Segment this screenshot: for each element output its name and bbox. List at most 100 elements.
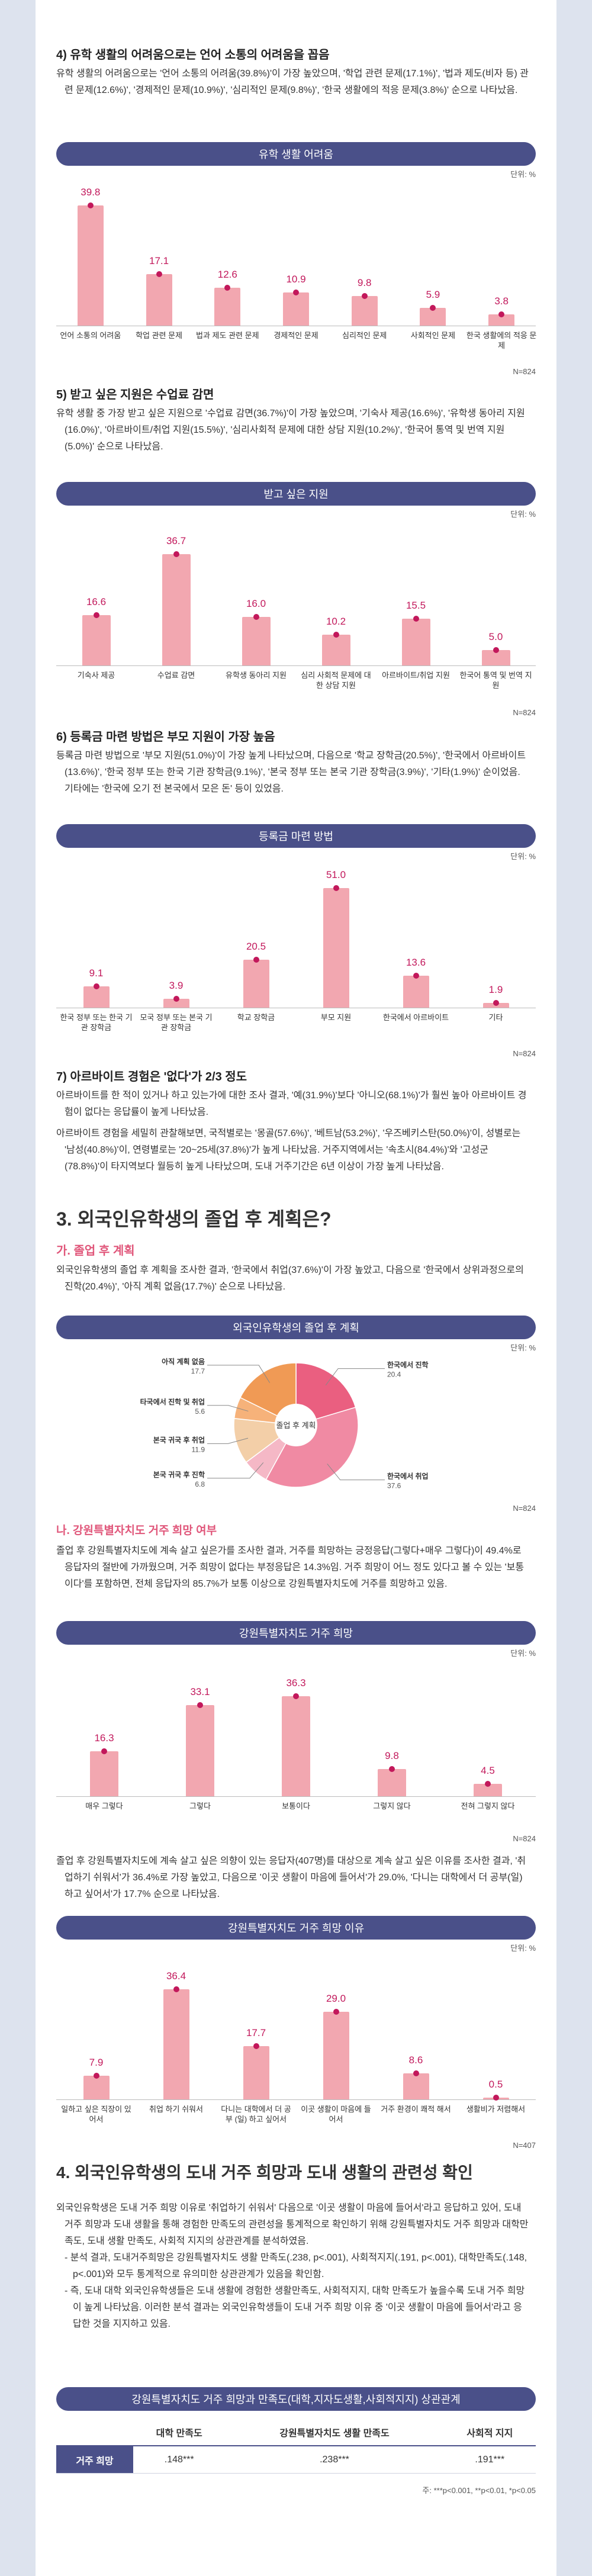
chart-value-label: 36.7 bbox=[166, 535, 186, 547]
pie-category-label: 한국에서 진학 bbox=[387, 1361, 429, 1369]
pie-value-label: 5.6 bbox=[195, 1407, 205, 1416]
chart-point bbox=[224, 284, 231, 291]
chart-value-label: 0.5 bbox=[488, 2079, 503, 2091]
unit-label: 단위: % bbox=[510, 1649, 536, 1658]
chart-value-label: 16.0 bbox=[246, 598, 266, 610]
pie-leader-line bbox=[207, 1405, 249, 1412]
chart-title-difficulties: 유학 생활 어려움 bbox=[56, 142, 536, 166]
chart-bar bbox=[242, 617, 271, 665]
chart-point bbox=[413, 615, 419, 622]
chart-value-label: 17.7 bbox=[246, 2027, 266, 2038]
chart-bar bbox=[243, 2046, 269, 2099]
chart-bar bbox=[162, 554, 191, 665]
chart-point bbox=[197, 1702, 203, 1708]
chart-point bbox=[93, 612, 99, 619]
chart-category-label: 일하고 싶은 직장이 있어서 bbox=[61, 2105, 131, 2124]
para-correlation: 외국인유학생은 도내 거주 희망 이유로 '취업하기 쉬워서' 다음으로 '이곳… bbox=[56, 2200, 530, 2333]
unit-label: 단위: % bbox=[510, 170, 536, 179]
bullet: 졸업 후 강원특별자치도에 계속 살고 싶은 의향이 있는 응답자(407명)를… bbox=[56, 1856, 526, 1899]
pie-category-label: 한국에서 취업 bbox=[387, 1472, 429, 1481]
n-label: N=824 bbox=[513, 1504, 536, 1513]
chart-bar bbox=[186, 1705, 214, 1796]
chart-bar bbox=[401, 618, 430, 665]
n-label: N=824 bbox=[513, 367, 536, 376]
chart-bar bbox=[321, 634, 350, 665]
chart-bar bbox=[214, 287, 241, 326]
chart-value-label: 29.0 bbox=[326, 1992, 346, 2004]
chart-value-label: 12.6 bbox=[217, 268, 237, 280]
chart-point bbox=[485, 1781, 491, 1787]
report-page: 4) 유학 생활의 어려움으로는 언어 소통의 어려움을 꼽음 유학 생활의 어… bbox=[36, 0, 556, 2576]
chart-category-label: 학업 관련 문제 bbox=[136, 331, 183, 340]
unit-label: 단위: % bbox=[510, 510, 536, 519]
pie-center-label: 졸업 후 계획 bbox=[276, 1421, 316, 1430]
chart-point bbox=[253, 614, 259, 620]
chart-point bbox=[361, 292, 368, 299]
chart-category-label: 기타 bbox=[488, 1013, 503, 1022]
heading-tuition: 6) 등록금 마련 방법은 부모 지원이 가장 높음 bbox=[56, 731, 275, 744]
chart-bar bbox=[323, 887, 349, 1008]
chart-value-label: 5.0 bbox=[488, 631, 503, 643]
chart-residence: 16.3 매우 그렇다 33.1 그렇다 36.3 보통이다 9.8 그렇지 않다 4.5 전혀 … bbox=[56, 1657, 536, 1828]
chart-category-label: 경제적인 문제 bbox=[274, 331, 318, 340]
subheading-residence: 나. 강원특별자치도 거주 희망 여부 bbox=[56, 1525, 217, 1537]
chart-value-label: 33.1 bbox=[190, 1686, 210, 1697]
pie-category-label: 아직 계획 없음 bbox=[162, 1357, 205, 1366]
chart-point bbox=[333, 2008, 339, 2015]
chart-baseline bbox=[56, 665, 536, 666]
chart-point bbox=[333, 631, 339, 638]
chart-point bbox=[389, 1766, 395, 1773]
chart-bar bbox=[77, 205, 104, 326]
chart-category-label: 한국 생활에의 적응 문제 bbox=[466, 331, 537, 350]
chart-title-tuition: 등록금 마련 방법 bbox=[56, 824, 536, 848]
chart-value-label: 13.6 bbox=[406, 957, 426, 969]
chart-category-label: 보통이다 bbox=[282, 1802, 310, 1810]
chart-baseline bbox=[56, 2099, 536, 2100]
chart-value-label: 36.4 bbox=[166, 1970, 186, 1982]
chart-category-label: 매우 그렇다 bbox=[85, 1802, 123, 1810]
chart-value-label: 9.8 bbox=[357, 276, 372, 288]
chart-category-label: 다니는 대학에서 더 공부 (일) 하고 싶어서 bbox=[221, 2105, 291, 2124]
n-label: N=407 bbox=[513, 2141, 536, 2150]
n-label: N=824 bbox=[513, 1834, 536, 1843]
table-header-row: 대학 만족도 강원특별자치도 생활 만족도 사회적 지지 bbox=[56, 2419, 536, 2446]
chart-point bbox=[430, 304, 436, 311]
para-tuition: 등록금 마련 방법으로 '부모 지원(51.0%)'이 가장 높게 나타났으며,… bbox=[56, 748, 530, 797]
chart-category-label: 심리적인 문제 bbox=[342, 331, 387, 340]
chart-category-label: 기숙사 제공 bbox=[77, 671, 115, 680]
table-header-cell: 사회적 지지 bbox=[443, 2419, 536, 2446]
section-title-graduation: 3. 외국인유학생의 졸업 후 계획은? bbox=[56, 1208, 332, 1230]
heading-support: 5) 받고 싶은 지원은 수업료 감면 bbox=[56, 388, 214, 401]
pie-leader-line bbox=[207, 1462, 264, 1479]
bullet: 외국인유학생은 도내 거주 희망 이유로 '취업하기 쉬워서' 다음으로 '이곳… bbox=[56, 2203, 529, 2246]
chart-value-label: 4.5 bbox=[481, 1765, 495, 1776]
chart-bar bbox=[83, 986, 110, 1008]
chart-category-label: 한국 정부 또는 한국 기관 장학금 bbox=[60, 1013, 133, 1032]
n-label: N=824 bbox=[513, 708, 536, 717]
chart-bar bbox=[243, 959, 269, 1008]
bullet: 등록금 마련 방법으로 '부모 지원(51.0%)'이 가장 높게 나타났으며,… bbox=[56, 751, 526, 794]
chart-bar bbox=[283, 292, 309, 326]
chart-title-reason: 강원특별자치도 거주 희망 이유 bbox=[56, 1916, 536, 1940]
chart-point bbox=[173, 995, 179, 1002]
chart-point bbox=[493, 2095, 499, 2101]
bullet: 외국인유학생의 졸업 후 계획을 조사한 결과, '한국에서 취업(37.6%)… bbox=[56, 1265, 524, 1292]
chart-value-label: 10.9 bbox=[286, 274, 306, 285]
chart-plan-pie: 한국에서 진학 20.4 한국에서 취업 37.6 본국 귀국 후 진학 6.8 본국 귀국… bbox=[56, 1351, 536, 1499]
pie-value-label: 17.7 bbox=[191, 1367, 205, 1375]
pie-value-label: 6.8 bbox=[195, 1480, 205, 1488]
table-cell: .148*** bbox=[133, 2446, 226, 2474]
chart-value-label: 16.6 bbox=[86, 596, 107, 608]
chart-point bbox=[87, 202, 94, 208]
table-cell: .191*** bbox=[443, 2446, 536, 2474]
pie-leader-line bbox=[325, 1368, 385, 1385]
chart-bar bbox=[90, 1751, 118, 1796]
para-residence: 졸업 후 강원특별자치도에 계속 살고 싶은가를 조사한 결과, 거주를 희망하… bbox=[56, 1543, 530, 1593]
para-parttime: 아르바이트를 한 적이 있거나 하고 있는가에 대한 조사 결과, '예(31.… bbox=[56, 1088, 530, 1175]
chart-bar bbox=[403, 2073, 429, 2099]
chart-point bbox=[293, 290, 299, 296]
unit-label: 단위: % bbox=[510, 1944, 536, 1953]
chart-value-label: 10.2 bbox=[326, 615, 346, 627]
chart-category-label: 모국 정부 또는 본국 기관 장학금 bbox=[140, 1013, 213, 1032]
bullet: 아르바이트 경험을 세밀히 관찰해보면, 국적별로는 '몽골(57.6%)', … bbox=[56, 1128, 521, 1172]
